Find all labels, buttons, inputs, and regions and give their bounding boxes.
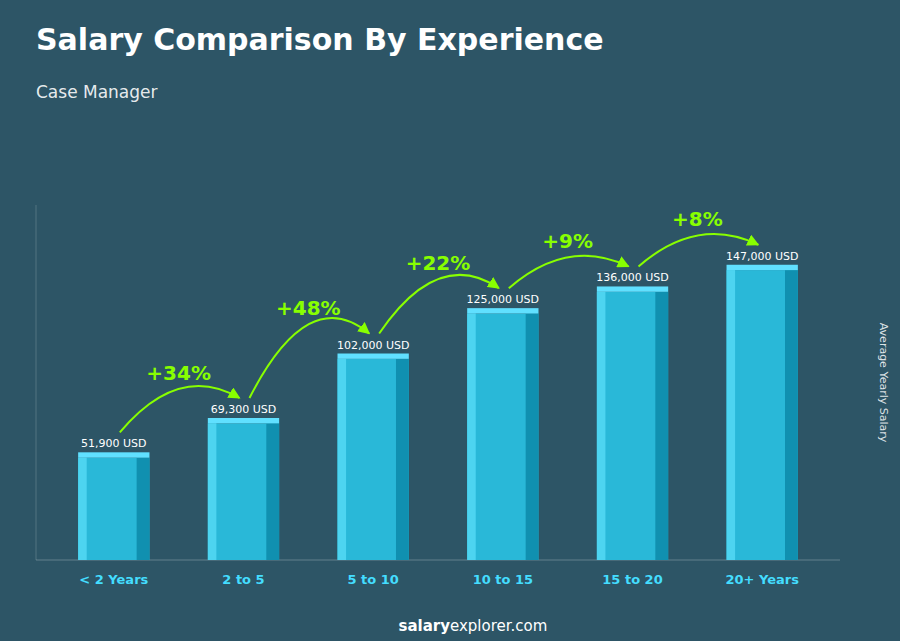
chart-svg: Salary Comparison By Experience Case Mana… <box>0 0 900 641</box>
subtitle: Case Manager <box>36 82 158 102</box>
x-tick-label: 10 to 15 <box>473 572 533 587</box>
bar-right-face <box>655 292 668 560</box>
bar-right-face <box>266 423 279 560</box>
footer-bold: salary <box>399 617 451 635</box>
y-axis-line <box>36 205 37 560</box>
bar-left-face <box>597 292 606 560</box>
bar-top-face <box>338 354 409 359</box>
bar-group <box>597 286 668 560</box>
chart-container: Salary Comparison By Experience Case Mana… <box>0 0 900 641</box>
growth-arrow <box>249 318 369 398</box>
bar-right-face <box>526 313 539 560</box>
bars <box>78 265 798 560</box>
bar-group <box>78 452 149 560</box>
bar-right-face <box>137 458 150 560</box>
bar <box>338 359 409 560</box>
data-label: 51,900 USD <box>81 437 147 450</box>
growth-arrow <box>509 256 629 288</box>
bar-group <box>467 308 538 560</box>
x-tick-label: 5 to 10 <box>347 572 398 587</box>
bar-left-face <box>78 458 87 560</box>
bar-group <box>208 418 279 560</box>
bar <box>597 292 668 560</box>
bar-left-face <box>467 313 476 560</box>
bar-group <box>338 354 409 560</box>
data-label: 147,000 USD <box>726 250 799 263</box>
title: Salary Comparison By Experience <box>36 22 604 57</box>
bar-group <box>727 265 798 560</box>
bar-right-face <box>396 359 409 560</box>
x-tick-label: 2 to 5 <box>222 572 264 587</box>
x-axis-line <box>36 560 840 561</box>
y-axis-label: Average Yearly Salary <box>877 323 890 443</box>
growth-arrow <box>379 275 499 334</box>
growth-annotation: +9% <box>542 229 593 253</box>
growth-annotation: +48% <box>276 296 341 320</box>
bar-left-face <box>208 423 217 560</box>
growth-arrow <box>120 386 240 432</box>
data-label: 136,000 USD <box>596 271 669 284</box>
bar <box>727 270 798 560</box>
bar-top-face <box>208 418 279 423</box>
growth-annotation: +22% <box>406 251 471 275</box>
x-tick-label: < 2 Years <box>79 572 148 587</box>
x-tick-label: 20+ Years <box>725 572 799 587</box>
background <box>0 0 900 641</box>
bar <box>208 423 279 560</box>
bar-top-face <box>467 308 538 313</box>
growth-annotation: +34% <box>146 361 211 385</box>
bar-top-face <box>727 265 798 270</box>
bar-left-face <box>727 270 736 560</box>
bar <box>78 458 149 560</box>
bar-top-face <box>78 452 149 457</box>
data-label: 69,300 USD <box>211 403 277 416</box>
x-tick-label: 15 to 20 <box>602 572 662 587</box>
bar-left-face <box>338 359 347 560</box>
bar-top-face <box>597 286 668 291</box>
growth-arrow <box>639 234 759 266</box>
footer-normal: explorer.com <box>450 617 547 635</box>
bar-right-face <box>785 270 798 560</box>
bar <box>467 313 538 560</box>
growth-annotation: +8% <box>672 207 723 231</box>
data-label: 125,000 USD <box>467 293 540 306</box>
data-label: 102,000 USD <box>337 339 410 352</box>
